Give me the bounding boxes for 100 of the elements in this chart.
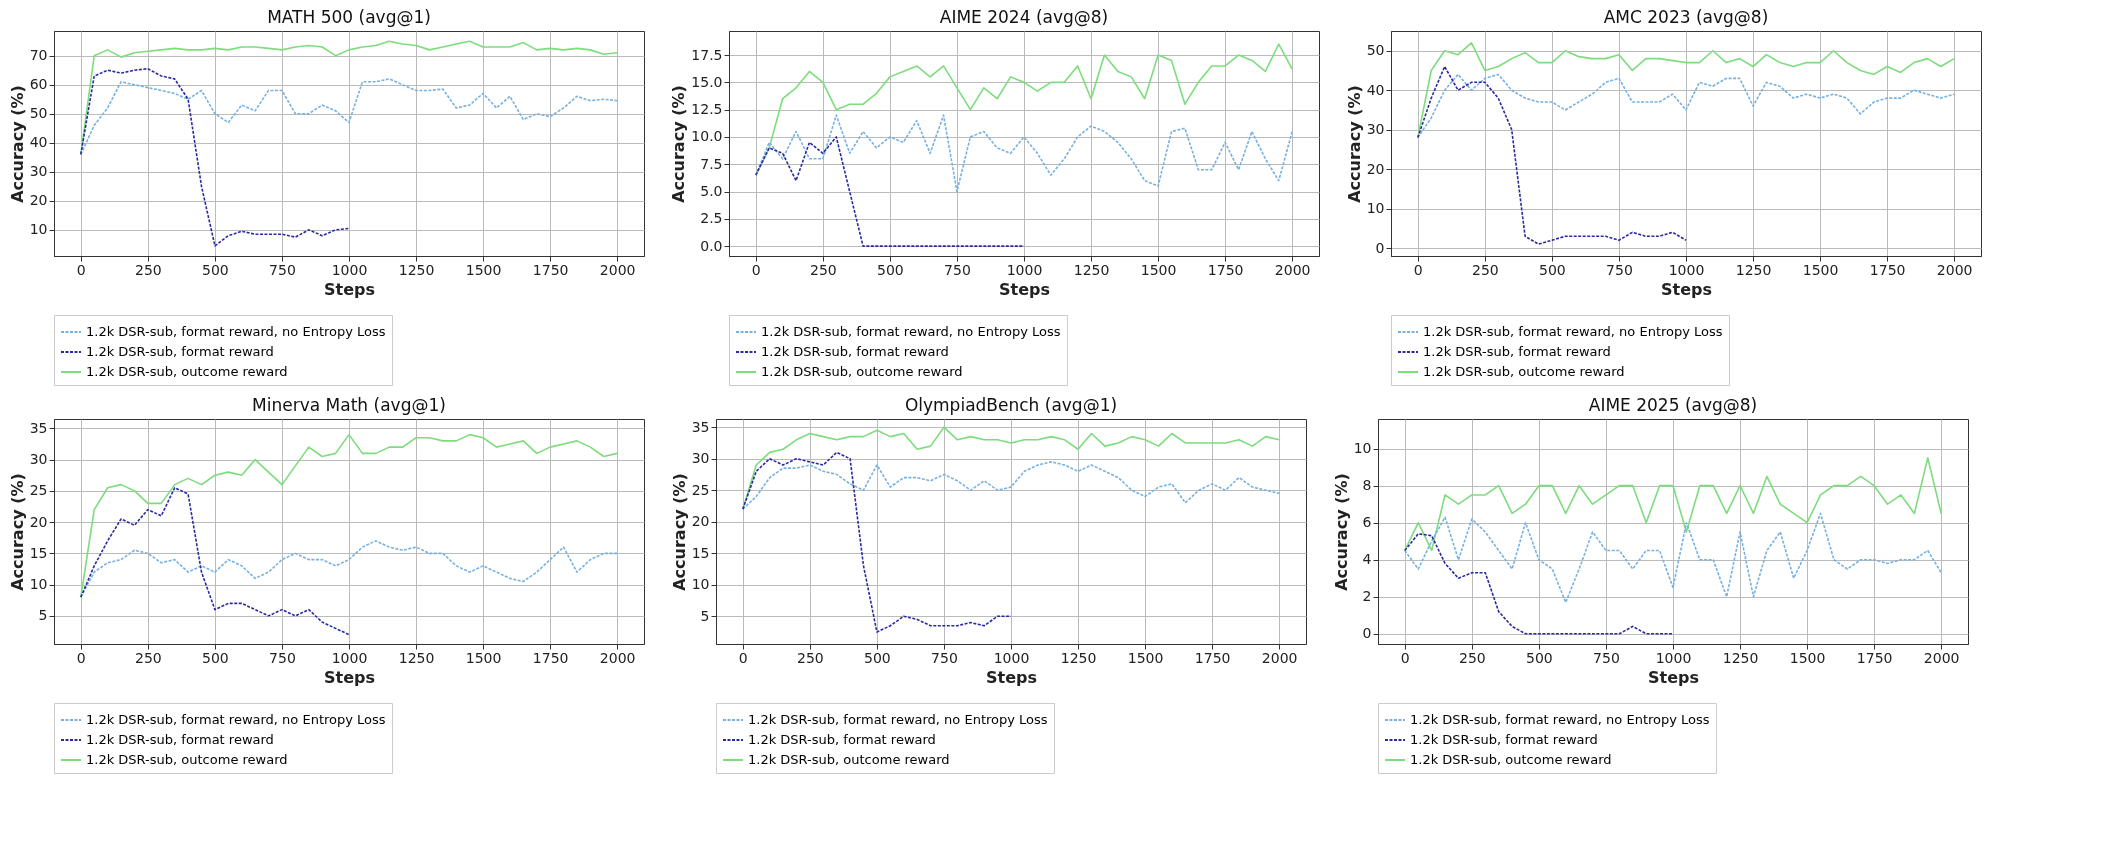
y-tick-label: 10: [1366, 200, 1385, 217]
line-series: [1417, 73, 1955, 139]
x-tick-label: 1250: [398, 649, 435, 666]
y-tick-label: 60: [29, 76, 48, 93]
x-tick-label: 1000: [331, 261, 368, 278]
legend-label: 1.2k DSR-sub, outcome reward: [86, 364, 288, 379]
x-tick-label: 1250: [1722, 649, 1759, 666]
y-tick-label: 15.0: [691, 73, 723, 90]
chart-title: AIME 2025 (avg@8): [1588, 395, 1758, 415]
x-tick-label: 250: [797, 649, 824, 666]
y-tick-label: 7.5: [700, 155, 723, 172]
legend-label: 1.2k DSR-sub, format reward, no Entropy Loss: [748, 712, 1048, 727]
line-series: [80, 78, 618, 156]
y-tick-label: 4: [1362, 551, 1372, 568]
line-series: [755, 43, 1293, 176]
line-series: [1404, 457, 1942, 552]
x-tick-label: 1750: [1869, 261, 1906, 278]
y-tick-label: 30: [691, 450, 710, 467]
legend-label: 1.2k DSR-sub, format reward, no Entropy Loss: [86, 324, 386, 339]
x-tick-label: 750: [269, 649, 296, 666]
legend-label: 1.2k DSR-sub, outcome reward: [748, 752, 950, 767]
y-tick-label: 70: [29, 47, 48, 64]
x-tick-label: 1000: [993, 649, 1030, 666]
x-tick-label: 1500: [1789, 649, 1826, 666]
line-series: [80, 486, 350, 636]
legend-label: 1.2k DSR-sub, format reward, no Entropy Loss: [1410, 712, 1710, 727]
line-series: [755, 136, 1025, 247]
line-series: [1404, 512, 1942, 604]
line-series: [80, 67, 350, 247]
y-tick-label: 20: [691, 513, 710, 530]
chart-title: Minerva Math (avg@1): [252, 395, 446, 415]
y-axis-title: Accuracy (%): [669, 473, 689, 591]
legend-label: 1.2k DSR-sub, format reward: [86, 732, 274, 747]
y-tick-label: 2.5: [700, 210, 723, 227]
y-axis-title: Accuracy (%): [7, 85, 27, 203]
y-tick-label: 30: [29, 451, 48, 468]
chart-title: OlympiadBench (avg@1): [904, 395, 1118, 415]
y-tick-label: 15: [29, 544, 48, 561]
x-axis-title: Steps: [1648, 667, 1699, 687]
y-tick-label: 10: [29, 576, 48, 593]
line-series: [80, 540, 618, 598]
x-tick-label: 0: [76, 261, 86, 278]
x-tick-label: 1750: [1207, 261, 1244, 278]
x-tick-label: 1000: [1006, 261, 1043, 278]
x-tick-label: 2000: [599, 649, 636, 666]
x-tick-label: 250: [1459, 649, 1486, 666]
x-tick-label: 500: [1526, 649, 1553, 666]
y-tick-label: 2: [1362, 588, 1372, 605]
legend-label: 1.2k DSR-sub, outcome reward: [1410, 752, 1612, 767]
legend-label: 1.2k DSR-sub, format reward: [1423, 344, 1611, 359]
y-axis-title: Accuracy (%): [669, 85, 689, 203]
y-tick-label: 5: [700, 607, 710, 624]
y-tick-label: 35: [691, 418, 710, 435]
x-tick-label: 1250: [1735, 261, 1772, 278]
x-tick-label: 1000: [1668, 261, 1705, 278]
y-tick-label: 50: [1366, 42, 1385, 59]
x-tick-label: 500: [202, 261, 229, 278]
x-tick-label: 2000: [599, 261, 636, 278]
x-tick-label: 1000: [1655, 649, 1692, 666]
x-tick-label: 500: [1539, 261, 1566, 278]
y-tick-label: 40: [1366, 81, 1385, 98]
x-tick-label: 0: [1413, 261, 1423, 278]
x-tick-label: 500: [877, 261, 904, 278]
x-tick-label: 1250: [1073, 261, 1110, 278]
y-tick-label: 6: [1362, 514, 1372, 531]
y-tick-label: 50: [29, 105, 48, 122]
chart-title: MATH 500 (avg@1): [267, 7, 431, 27]
legend-label: 1.2k DSR-sub, format reward: [748, 732, 936, 747]
line-series: [742, 426, 1280, 510]
y-tick-label: 8: [1362, 477, 1372, 494]
x-tick-label: 2000: [1923, 649, 1960, 666]
legend-label: 1.2k DSR-sub, format reward, no Entropy Loss: [761, 324, 1061, 339]
x-tick-label: 250: [135, 261, 162, 278]
chart-title: AIME 2024 (avg@8): [939, 7, 1109, 27]
legend-label: 1.2k DSR-sub, outcome reward: [761, 364, 963, 379]
y-axis-title: Accuracy (%): [7, 473, 27, 591]
y-tick-label: 15: [691, 544, 710, 561]
y-tick-label: 0.0: [700, 237, 723, 254]
y-tick-label: 20: [29, 192, 48, 209]
x-tick-label: 1250: [1060, 649, 1097, 666]
x-tick-label: 0: [751, 261, 761, 278]
y-tick-label: 20: [29, 513, 48, 530]
y-tick-label: 40: [29, 134, 48, 151]
x-tick-label: 1500: [465, 649, 502, 666]
line-series: [1417, 42, 1955, 139]
y-tick-label: 0: [1375, 239, 1385, 256]
y-tick-label: 30: [1366, 121, 1385, 138]
y-tick-label: 10: [29, 221, 48, 238]
x-axis-title: Steps: [999, 279, 1050, 299]
chart-title: AMC 2023 (avg@8): [1603, 7, 1769, 27]
x-axis-title: Steps: [324, 667, 375, 687]
x-tick-label: 750: [1606, 261, 1633, 278]
x-axis-title: Steps: [986, 667, 1037, 687]
y-tick-label: 10: [691, 576, 710, 593]
x-tick-label: 1500: [1140, 261, 1177, 278]
x-tick-label: 1000: [331, 649, 368, 666]
y-tick-label: 17.5: [691, 46, 723, 63]
legend-label: 1.2k DSR-sub, format reward: [86, 344, 274, 359]
x-tick-label: 1750: [1194, 649, 1231, 666]
y-tick-label: 10: [1353, 440, 1372, 457]
